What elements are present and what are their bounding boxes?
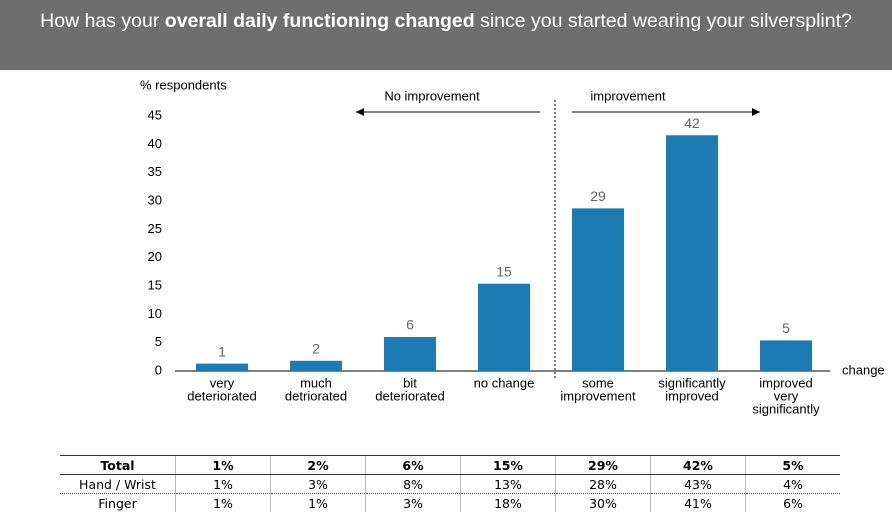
y-tick-label: 45 [148, 107, 162, 122]
title-part: overall daily functioning changed [164, 10, 475, 32]
table-cell: 1% [175, 474, 271, 494]
x-tick-label: much [300, 375, 332, 390]
y-axis-label: % respondents [140, 77, 227, 92]
x-tick-label: improvement [560, 388, 636, 403]
bar [290, 360, 342, 371]
x-tick-label: very [774, 388, 799, 403]
table-cell: Hand / Wrist [60, 474, 176, 494]
table-cell: 41% [650, 493, 746, 512]
value-label: 15 [496, 263, 512, 279]
table-cell: 43% [650, 474, 746, 494]
bar [572, 208, 624, 371]
annotation: No improvement [384, 88, 480, 103]
title-bar: How has your overall daily functioning c… [0, 0, 892, 70]
value-label: 2 [312, 341, 320, 357]
value-label: 29 [590, 188, 606, 204]
y-tick-label: 0 [155, 362, 162, 377]
y-tick-label: 35 [148, 164, 162, 179]
chart: % respondentschange0510152025303540451ve… [140, 77, 885, 416]
table-cell: 3% [365, 493, 461, 512]
value-label: 42 [684, 115, 700, 131]
x-tick-label: detriorated [285, 388, 347, 403]
x-tick-label: no change [474, 375, 535, 390]
arrow-head [356, 108, 364, 116]
summary-table: Total 1% 2% 6% 15% 29% 42% 5% Hand / Wrist 1% 3% 8%… [60, 455, 840, 512]
table-row: Finger 1% 1% 3% 18% 30% 41% 6% [60, 493, 840, 512]
table-cell: 2% [270, 455, 366, 475]
table-cell: 8% [365, 474, 461, 494]
y-tick-label: 25 [148, 221, 162, 236]
y-tick-label: 5 [155, 334, 162, 349]
x-tick-label: very [210, 375, 235, 390]
table-cell: 28% [555, 474, 651, 494]
x-tick-label: deteriorated [187, 388, 256, 403]
table-cell: 42% [650, 455, 746, 475]
bar [196, 363, 248, 371]
table-cell: Total [60, 455, 176, 475]
y-tick-label: 20 [148, 249, 162, 264]
bar [478, 283, 530, 371]
table-cell: 6% [365, 455, 461, 475]
x-tick-label: significantly [658, 375, 726, 390]
table-cell: 30% [555, 493, 651, 512]
x-axis-label: change [842, 362, 885, 377]
table-row: Total 1% 2% 6% 15% 29% 42% 5% [60, 455, 840, 475]
bar [760, 340, 812, 371]
table-cell: 6% [745, 493, 840, 512]
value-label: 1 [218, 343, 226, 359]
table-cell: 5% [745, 455, 840, 475]
value-label: 5 [782, 320, 790, 336]
table-cell: 4% [745, 474, 840, 494]
table-row: Hand / Wrist 1% 3% 8% 13% 28% 43% 4% [60, 474, 840, 494]
y-tick-label: 40 [148, 136, 162, 151]
x-tick-label: improved [759, 375, 812, 390]
table-cell: Finger [98, 495, 137, 511]
table-cell: 1% [175, 455, 271, 475]
table-cell: 1% [270, 493, 366, 512]
x-tick-label: some [582, 375, 614, 390]
value-label: 6 [406, 317, 414, 333]
table-cell: 3% [270, 474, 366, 494]
y-tick-label: 10 [148, 306, 162, 321]
table-cell: 1% [175, 493, 271, 512]
table-cell: 18% [460, 493, 556, 512]
bar [666, 135, 718, 371]
annotation: improvement [590, 88, 666, 103]
x-tick-label: significantly [752, 401, 820, 416]
arrow-head [752, 108, 760, 116]
x-tick-label: deteriorated [375, 388, 444, 403]
y-tick-label: 15 [148, 277, 162, 292]
table-cell: 29% [555, 455, 651, 475]
x-tick-label: bit [403, 375, 417, 390]
table-cell: 13% [460, 474, 556, 494]
x-tick-label: improved [665, 388, 718, 403]
title-part: since you started wearing your silverspl… [480, 10, 852, 32]
y-tick-label: 30 [148, 192, 162, 207]
table-cell: 15% [460, 455, 556, 475]
title-part: How has your [40, 10, 160, 32]
bar [384, 337, 436, 371]
